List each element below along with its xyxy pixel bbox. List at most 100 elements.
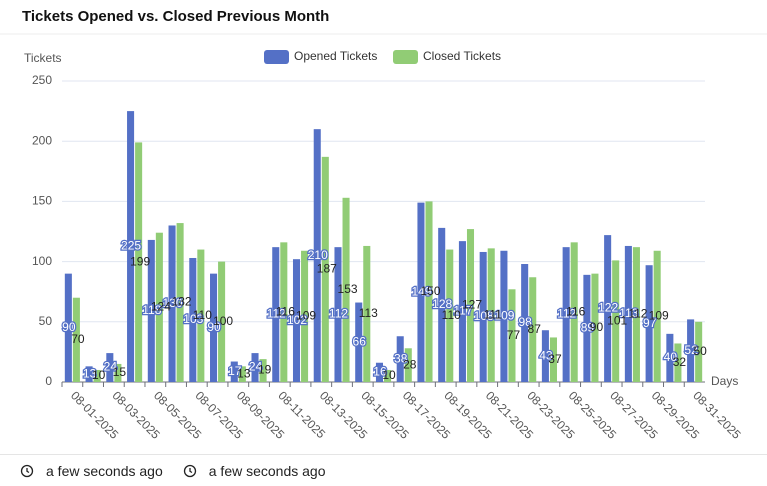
- data-label: 102: [287, 313, 307, 327]
- timestamp: a few seconds ago: [208, 463, 326, 479]
- data-label: 111: [484, 307, 503, 321]
- bar: [612, 260, 620, 382]
- data-label: 77: [507, 328, 521, 342]
- footer-item: a few seconds ago: [20, 463, 163, 479]
- data-label: 50: [693, 344, 707, 358]
- bar: [135, 142, 143, 382]
- data-label: 13: [237, 366, 251, 380]
- bar: [384, 369, 392, 382]
- y-axis-label: Tickets: [24, 51, 62, 65]
- data-label: 128: [432, 297, 452, 311]
- bar: [632, 247, 640, 382]
- y-tick-label: 200: [32, 133, 52, 147]
- data-label: 16: [373, 365, 387, 379]
- y-tick-label: 50: [39, 314, 53, 328]
- bar: [155, 232, 163, 382]
- data-label: 150: [420, 284, 440, 298]
- data-label: 70: [71, 332, 85, 346]
- data-label: 124: [151, 300, 171, 314]
- bar: [230, 361, 238, 382]
- timestamp: a few seconds ago: [46, 463, 163, 479]
- bar: [458, 241, 466, 382]
- data-label: 15: [113, 365, 127, 379]
- footer-item: a few seconds ago: [183, 463, 326, 479]
- bar: [363, 245, 371, 382]
- bar: [541, 330, 549, 382]
- data-label: 89: [581, 321, 595, 335]
- legend-swatch: [264, 50, 289, 64]
- bar: [313, 129, 321, 382]
- bar: [218, 261, 226, 382]
- data-label: 110: [193, 308, 212, 322]
- data-label: 122: [598, 301, 618, 315]
- bar: [487, 248, 495, 382]
- bar: [72, 297, 80, 382]
- data-label: 24: [104, 360, 118, 374]
- data-label: 43: [539, 348, 553, 362]
- data-label: 32: [673, 355, 687, 369]
- data-label: 116: [276, 304, 295, 318]
- footer: a few seconds ago a few seconds ago: [0, 454, 767, 486]
- bar: [695, 321, 703, 382]
- data-label: 116: [566, 304, 585, 318]
- data-label: 109: [494, 309, 514, 323]
- bar: [521, 264, 529, 382]
- data-label: 24: [249, 360, 263, 374]
- bar: [687, 319, 695, 382]
- data-label: 37: [548, 352, 562, 366]
- bar: [127, 111, 135, 382]
- bar: [417, 202, 425, 382]
- data-label: 130: [163, 296, 183, 310]
- data-label: 108: [474, 309, 494, 323]
- clock-icon: [183, 464, 196, 478]
- bar: [355, 302, 363, 382]
- data-label: 98: [518, 315, 532, 329]
- bar: [106, 353, 114, 382]
- data-label: 127: [462, 298, 482, 312]
- data-label: 100: [213, 314, 233, 328]
- bar: [280, 242, 288, 382]
- data-label: 10: [92, 368, 106, 382]
- legend-label: Closed Tickets: [423, 49, 501, 63]
- data-label: 199: [130, 254, 150, 268]
- bar: [64, 273, 72, 382]
- bar: [189, 257, 197, 382]
- data-label: 90: [62, 320, 76, 334]
- legend-swatch: [393, 50, 418, 64]
- bar: [500, 250, 508, 382]
- bar: [272, 247, 280, 382]
- data-label: 132: [172, 295, 192, 309]
- data-label: 17: [228, 364, 242, 378]
- y-tick-label: 0: [45, 374, 52, 388]
- data-label: 210: [308, 248, 328, 262]
- bar: [666, 333, 674, 382]
- bar: [147, 239, 155, 382]
- bar: [549, 337, 557, 382]
- bar: [301, 250, 309, 382]
- bar: [93, 369, 101, 382]
- y-tick-label: 150: [32, 194, 52, 208]
- data-label: 118: [142, 303, 161, 317]
- bar: [645, 265, 653, 382]
- bar: [396, 336, 404, 382]
- data-label: 13: [83, 366, 97, 380]
- bar: [604, 235, 612, 382]
- data-label: 110: [442, 308, 461, 322]
- data-label: 103: [183, 312, 203, 326]
- data-label: 52: [684, 343, 698, 357]
- data-label: 112: [557, 307, 576, 321]
- bar: [375, 362, 383, 382]
- data-label: 10: [382, 368, 396, 382]
- bar: [570, 242, 578, 382]
- bar: [321, 156, 329, 382]
- data-label: 87: [528, 322, 542, 336]
- y-tick-label: 250: [32, 73, 52, 87]
- data-label: 66: [353, 334, 367, 348]
- bar: [197, 249, 205, 382]
- bar: [425, 201, 433, 382]
- clock-icon: [20, 464, 34, 478]
- data-label: 40: [664, 350, 678, 364]
- data-label: 149: [411, 284, 431, 298]
- y-tick-label: 100: [32, 254, 52, 268]
- bar: [334, 247, 342, 382]
